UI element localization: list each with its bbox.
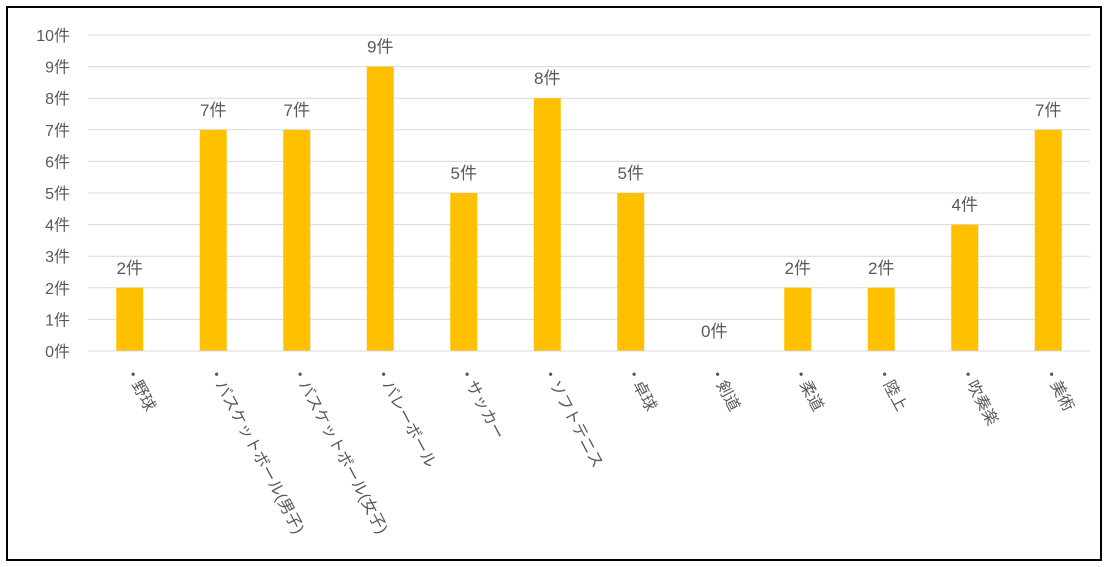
data-label: 5件 bbox=[451, 164, 477, 183]
data-label: 0件 bbox=[701, 322, 727, 341]
gridlines bbox=[88, 34, 1090, 320]
data-labels: 2件 7件 7件 9件 5件 8件 5件 0件 2件 2件 4件 7件 bbox=[117, 38, 1062, 341]
bar bbox=[1034, 129, 1062, 351]
x-tick-label: ・バレーボール bbox=[371, 363, 439, 470]
bar bbox=[867, 287, 895, 351]
data-label: 2件 bbox=[785, 259, 811, 278]
y-tick-label: 5件 bbox=[45, 185, 70, 203]
x-axis-category-labels: ・野球 ・バスケットボール(男子)・バスケットボール(女子)・バレーボール ・サッカ… bbox=[120, 363, 1077, 537]
y-tick-label: 8件 bbox=[45, 90, 70, 108]
x-tick-label: ・吹奏楽 bbox=[955, 363, 1001, 428]
bar bbox=[283, 129, 311, 351]
y-tick-label: 7件 bbox=[45, 122, 70, 140]
bars bbox=[116, 66, 1062, 351]
data-label: 2件 bbox=[117, 259, 143, 278]
data-label: 9件 bbox=[367, 38, 393, 57]
y-tick-label: 6件 bbox=[45, 153, 70, 171]
y-tick-label: 4件 bbox=[45, 217, 70, 235]
bar bbox=[533, 98, 561, 351]
x-tick-label: ・剣道 bbox=[705, 363, 743, 414]
x-tick-label: ・陸上 bbox=[872, 363, 910, 414]
y-tick-label: 9件 bbox=[45, 59, 70, 77]
bar bbox=[366, 66, 394, 351]
y-axis-tick-labels: 0件 1件 2件 3件 4件 5件 6件 7件 8件 9件 10件 bbox=[36, 27, 70, 361]
x-tick-label: ・サッカー bbox=[454, 364, 507, 443]
data-label: 7件 bbox=[200, 101, 226, 120]
y-tick-label: 10件 bbox=[36, 27, 70, 45]
x-tick-label: ・ソフトテニス bbox=[538, 364, 606, 471]
x-tick-label: ・野球 bbox=[120, 363, 158, 414]
y-tick-label: 3件 bbox=[45, 248, 70, 266]
bar bbox=[617, 193, 645, 351]
data-label: 7件 bbox=[1035, 101, 1061, 120]
bar bbox=[116, 287, 144, 351]
bar bbox=[199, 129, 227, 351]
data-label: 2件 bbox=[868, 259, 894, 278]
x-tick-label: ・美術 bbox=[1039, 363, 1077, 414]
x-tick-label: ・柔道 bbox=[788, 363, 826, 414]
bar bbox=[450, 193, 478, 351]
bar bbox=[951, 224, 979, 351]
data-label: 5件 bbox=[618, 164, 644, 183]
data-label: 4件 bbox=[952, 196, 978, 215]
data-label: 7件 bbox=[284, 101, 310, 120]
y-tick-label: 2件 bbox=[45, 280, 70, 298]
data-label: 8件 bbox=[534, 69, 560, 88]
x-tick-label: ・卓球 bbox=[621, 363, 659, 414]
y-tick-label: 1件 bbox=[45, 311, 70, 329]
y-tick-label: 0件 bbox=[45, 343, 70, 361]
bar bbox=[784, 287, 812, 351]
x-tick-label: ・バスケットボール(男子) bbox=[204, 363, 308, 536]
x-tick-label: ・バスケットボール(女子) bbox=[287, 363, 391, 537]
